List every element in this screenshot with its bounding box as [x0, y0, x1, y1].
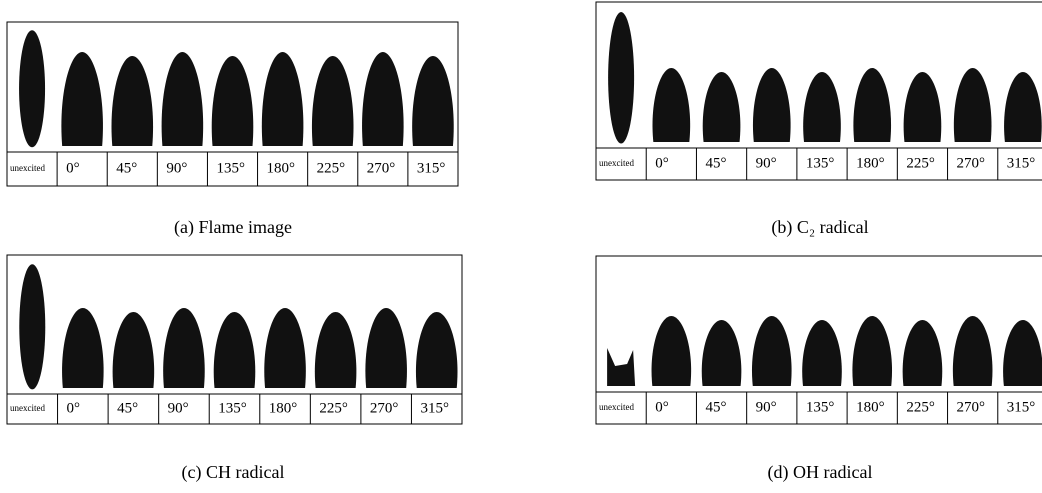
panel-caption: (a) Flame image: [174, 217, 292, 238]
cell-label: unexcited: [10, 163, 45, 173]
flame-image: [702, 320, 742, 386]
cell-label: 0°: [66, 160, 80, 176]
cell-label: 270°: [370, 400, 399, 416]
flame-image: [416, 312, 458, 388]
flame-image: [262, 52, 304, 146]
flame-image: [214, 312, 256, 388]
panel-caption: (b) C₂ radical: [771, 217, 868, 238]
cell-label: 0°: [655, 399, 669, 415]
flame-image: [652, 316, 692, 386]
cell-label: 180°: [269, 400, 298, 416]
cell-label: 45°: [705, 155, 726, 171]
cell-label: 45°: [116, 160, 137, 176]
cell-label: 315°: [417, 160, 446, 176]
flame-image: [365, 308, 407, 388]
cell-label: 180°: [856, 155, 885, 171]
flame-image: [1003, 320, 1042, 386]
cell-label: 0°: [655, 155, 669, 171]
cell-label: 135°: [806, 155, 835, 171]
cell-label: 225°: [906, 399, 935, 415]
cell-label: unexcited: [10, 403, 45, 413]
cell-label: 315°: [420, 400, 449, 416]
flame-image: [163, 308, 205, 388]
cell-label: 225°: [906, 155, 935, 171]
flame-image: [703, 72, 741, 142]
flame-image: [753, 68, 791, 142]
flame-image: [19, 30, 45, 147]
cell-label: 225°: [317, 160, 346, 176]
flame-image: [608, 12, 634, 143]
cell-label: 270°: [367, 160, 396, 176]
flame-image: [904, 72, 942, 142]
panel-caption: (d) OH radical: [768, 462, 873, 483]
flame-image: [802, 320, 842, 386]
cell-label: 180°: [267, 160, 296, 176]
cell-label: 180°: [856, 399, 885, 415]
flame-image: [852, 316, 892, 386]
cell-label: 0°: [67, 400, 81, 416]
cell-label: 45°: [117, 400, 138, 416]
flame-image: [162, 52, 204, 146]
cell-label: unexcited: [599, 158, 634, 168]
cell-label: 270°: [957, 399, 986, 415]
cell-label: 315°: [1007, 155, 1036, 171]
flame-image: [315, 312, 357, 388]
flame-image: [803, 72, 841, 142]
cell-label: 135°: [806, 399, 835, 415]
flame-image: [1004, 72, 1042, 142]
cell-label: 90°: [166, 160, 187, 176]
flame-image: [607, 348, 635, 386]
panel-caption: (c) CH radical: [182, 462, 285, 483]
cell-label: 225°: [319, 400, 348, 416]
cell-label: 90°: [168, 400, 189, 416]
flame-image: [953, 316, 993, 386]
flame-image: [853, 68, 891, 142]
flame-image: [954, 68, 992, 142]
flame-image: [653, 68, 691, 142]
cell-label: 45°: [705, 399, 726, 415]
cell-label: 270°: [957, 155, 986, 171]
cell-label: 135°: [216, 160, 245, 176]
figure: unexcited 0° 45° 90° 135° 180° 225° 270° 315° (a)…: [0, 0, 1042, 493]
flame-image: [362, 52, 404, 146]
flame-image: [903, 320, 943, 386]
flame-image: [61, 52, 103, 146]
flame-image: [312, 56, 354, 146]
cell-label: unexcited: [599, 402, 634, 412]
flame-image: [19, 264, 45, 389]
flame-image: [111, 56, 153, 146]
cell-label: 135°: [218, 400, 247, 416]
flame-image: [62, 308, 104, 388]
flame-image: [212, 56, 254, 146]
flame-image: [752, 316, 792, 386]
cell-label: 90°: [756, 399, 777, 415]
cell-label: 90°: [756, 155, 777, 171]
cell-label: 315°: [1007, 399, 1036, 415]
flame-image: [264, 308, 306, 388]
flame-image: [113, 312, 155, 388]
flame-image: [412, 56, 454, 146]
